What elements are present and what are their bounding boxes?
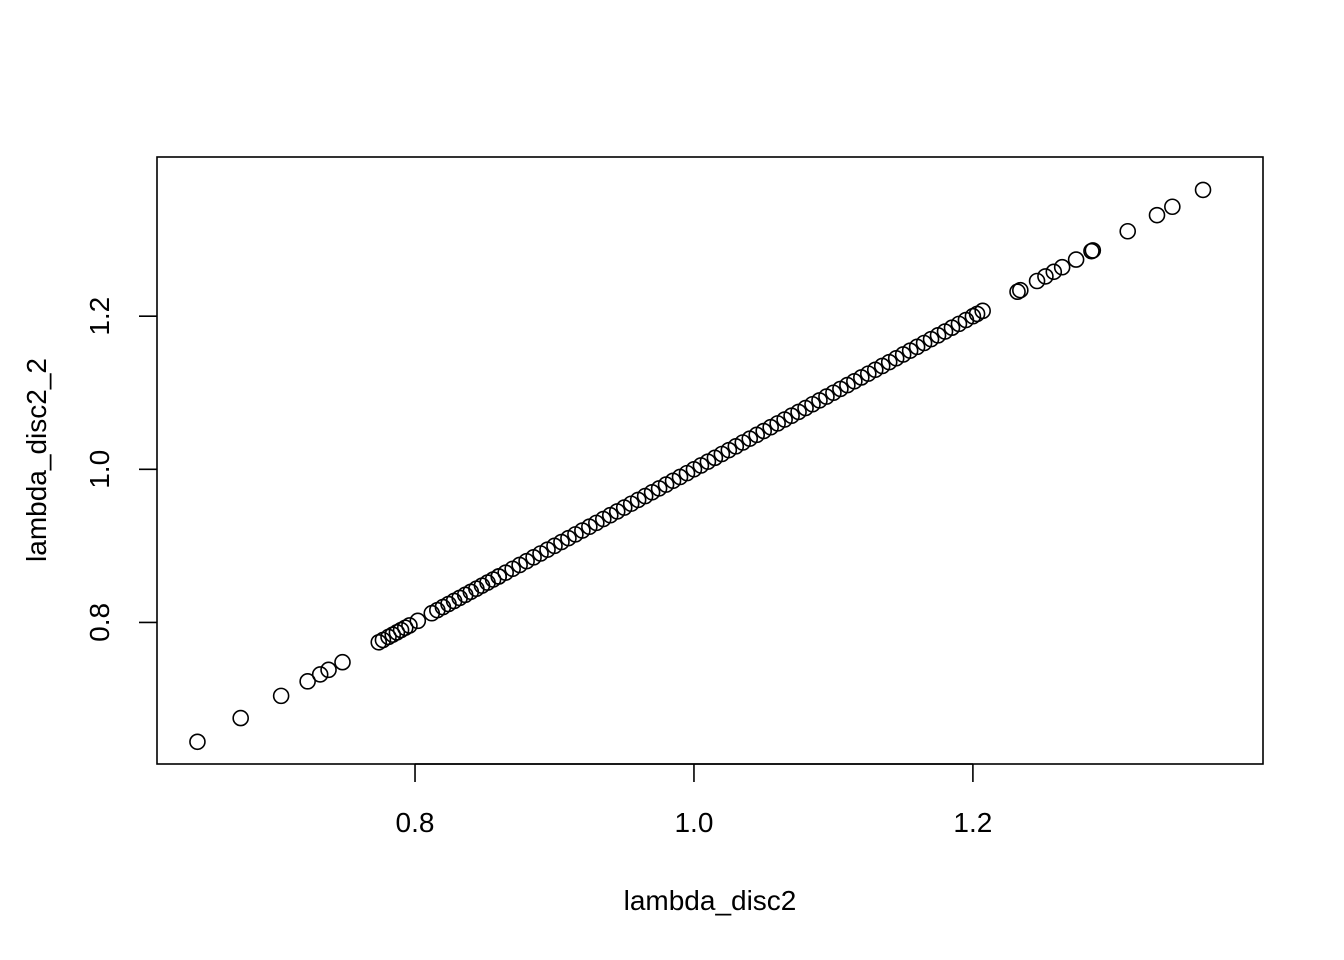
data-point: [396, 619, 414, 637]
x-tick-label: 1.2: [953, 807, 992, 838]
data-point: [473, 577, 491, 594]
y-axis: 0.8 1.0 1.2: [84, 297, 157, 642]
data-point: [299, 673, 316, 690]
data-point: [232, 709, 249, 727]
y-tick-label: 0.8: [84, 603, 115, 642]
data-point: [370, 633, 388, 651]
data-point: [1084, 242, 1102, 259]
data-point: [189, 733, 206, 751]
data-point: [388, 624, 406, 641]
x-axis: 0.8 1.0 1.2: [396, 763, 992, 838]
x-tick-label: 1.0: [674, 807, 713, 838]
data-point: [423, 604, 441, 622]
data-point: [964, 307, 982, 325]
data-point: [1045, 263, 1063, 281]
data-point: [272, 687, 290, 705]
plot-frame: [156, 156, 1264, 765]
data-point: [440, 595, 457, 613]
data-point: [392, 621, 410, 639]
data-point: [462, 583, 480, 601]
data-point: [1009, 283, 1026, 301]
data-point: [1028, 272, 1046, 290]
data-point: [334, 653, 351, 671]
data-point: [456, 586, 474, 604]
x-axis-label: lambda_disc2: [624, 885, 797, 916]
data-point: [1194, 181, 1212, 199]
data-point: [479, 574, 496, 591]
data-point: [1067, 251, 1085, 268]
data-point: [380, 628, 397, 646]
y-tick-label: 1.2: [84, 297, 115, 336]
y-axis-label: lambda_disc2_2: [21, 358, 52, 562]
data-point: [434, 598, 452, 616]
data-point: [1164, 198, 1181, 216]
data-point: [1053, 258, 1071, 276]
data-point: [468, 580, 485, 598]
data-point: [1037, 268, 1054, 285]
x-tick-label: 0.8: [396, 807, 435, 838]
data-points: [189, 181, 1212, 751]
data-point: [384, 626, 402, 643]
data-point: [1012, 281, 1029, 299]
data-point: [451, 589, 468, 607]
data-point: [409, 612, 427, 630]
data-point: [311, 666, 329, 683]
data-point: [401, 617, 418, 634]
data-point: [429, 601, 446, 619]
y-tick-label: 1.0: [84, 450, 115, 489]
data-point: [853, 369, 870, 386]
data-point: [320, 661, 337, 679]
data-point: [974, 302, 991, 320]
data-point: [968, 305, 986, 323]
data-point: [1148, 206, 1166, 224]
data-point: [1119, 222, 1137, 240]
data-point: [445, 592, 463, 610]
